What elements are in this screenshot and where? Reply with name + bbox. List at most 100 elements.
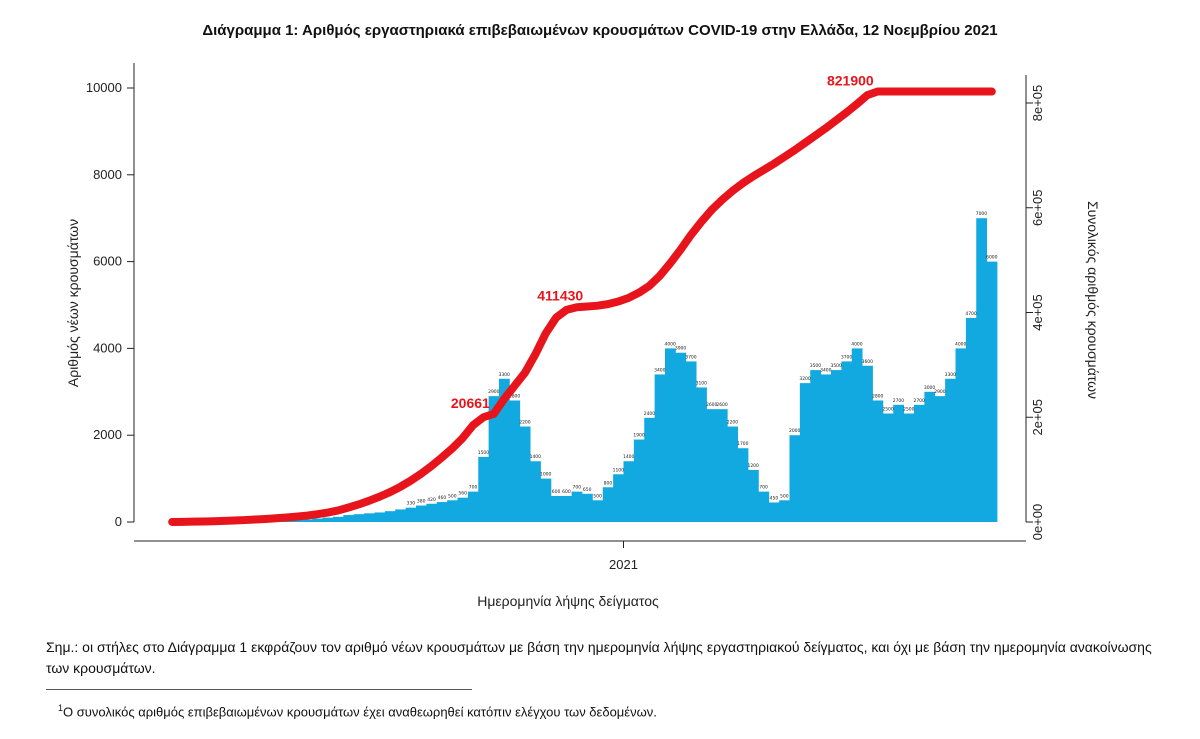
y-axis-title: Αριθμός νέων κρουσμάτων <box>65 219 81 387</box>
bar <box>934 396 946 522</box>
bar-value-label: 380 <box>417 499 426 505</box>
bar <box>841 361 853 522</box>
bar-value-label: 1100 <box>613 467 625 473</box>
bar-value-label: 2500 <box>903 407 915 413</box>
bar <box>333 516 344 522</box>
bar <box>644 417 656 522</box>
bar-value-label: 450 <box>770 495 779 501</box>
bar-value-label: 4000 <box>851 341 863 347</box>
bar <box>426 503 438 522</box>
bar <box>291 519 303 522</box>
bar-value-label: 700 <box>469 485 478 491</box>
left-tick-label: 4000 <box>93 340 122 355</box>
x-axis-title: Ημερομηνία λήψης δείγματος <box>477 593 659 609</box>
bar-value-label: 4700 <box>965 311 977 317</box>
bar <box>416 505 427 522</box>
left-tick-label: 0 <box>115 514 122 529</box>
bar-value-label: 1500 <box>478 450 490 456</box>
bar-value-label: 3500 <box>830 363 842 369</box>
footnote: 1Ο συνολικός αριθμός επιβεβαιωμένων κρου… <box>58 703 657 719</box>
bar <box>706 409 718 522</box>
bar-value-label: 2600 <box>716 402 728 408</box>
bar-value-label: 3400 <box>654 367 666 373</box>
bar <box>550 495 562 522</box>
bar-value-label: 2900 <box>488 389 500 395</box>
bar <box>727 426 739 522</box>
bar-value-label: 1900 <box>633 433 645 439</box>
bar <box>945 378 956 522</box>
right-tick-label: 6e+05 <box>1030 189 1045 226</box>
bar <box>384 511 396 522</box>
bar-value-label: 460 <box>438 495 447 501</box>
bar <box>810 370 822 522</box>
bar <box>716 409 728 522</box>
bar <box>914 404 925 522</box>
bar <box>976 218 988 522</box>
bar-value-label: 650 <box>583 487 592 493</box>
bar <box>986 261 998 522</box>
bar <box>509 400 521 522</box>
bar-value-label: 800 <box>604 480 613 486</box>
bar <box>789 435 801 522</box>
bar-value-label: 2200 <box>519 420 531 426</box>
bar-value-label: 700 <box>759 485 768 491</box>
bar <box>447 500 458 522</box>
bar-value-label: 3300 <box>945 372 957 378</box>
cumulative-annotations: 20661 411430 821900 <box>451 73 874 411</box>
bar-value-label: 3300 <box>498 372 510 378</box>
bar <box>301 519 313 522</box>
bar-value-label: 3000 <box>924 385 936 391</box>
bar <box>965 318 977 522</box>
bar <box>665 348 676 522</box>
bar-value-label: 3100 <box>696 380 708 386</box>
chart-title: Διάγραμμα 1: Αριθμός εργαστηριακά επιβεβ… <box>202 22 998 39</box>
bar <box>582 493 593 522</box>
bar-value-label: 1400 <box>530 454 542 460</box>
bar <box>831 370 842 522</box>
bar <box>924 391 936 522</box>
bar <box>955 348 967 522</box>
right-tick-label: 0e+00 <box>1030 504 1045 541</box>
bar <box>799 383 811 522</box>
bar <box>540 478 552 522</box>
bar-value-label: 500 <box>448 493 457 499</box>
right-tick-label: 2e+05 <box>1030 399 1045 436</box>
bar-value-label: 3400 <box>820 367 832 373</box>
bar <box>457 497 469 522</box>
bar <box>893 404 905 522</box>
y2-axis-title: Συνολικός αριθμός κρουσμάτων <box>1085 201 1101 399</box>
left-tick-label: 10000 <box>86 80 122 95</box>
bar <box>353 514 365 522</box>
bar-value-label: 330 <box>407 501 416 507</box>
left-tick-label: 2000 <box>93 427 122 442</box>
bar <box>779 500 790 522</box>
bar <box>561 495 573 522</box>
bar <box>488 396 500 522</box>
left-y-axis: 0 2000 4000 6000 8000 10000 <box>86 63 135 529</box>
bar <box>530 461 541 522</box>
bar <box>312 518 324 522</box>
bar <box>685 361 697 522</box>
bar <box>696 387 707 522</box>
bar <box>623 461 635 522</box>
left-tick-label: 8000 <box>93 167 122 182</box>
bar-value-label: 2900 <box>934 389 946 395</box>
bar-value-label: 4000 <box>955 341 967 347</box>
bar-value-label: 420 <box>427 497 436 503</box>
bar <box>322 517 334 522</box>
bar <box>737 448 749 522</box>
bar-value-label: 7000 <box>976 211 988 217</box>
bar <box>613 474 624 522</box>
note-text: Σημ.: οι στήλες στο Διάγραμμα 1 εκφράζου… <box>46 639 1152 676</box>
footnote-marker: 1 <box>58 703 64 713</box>
bar <box>499 378 510 522</box>
bar-value-label: 500 <box>780 493 789 499</box>
bar-value-label: 1000 <box>540 472 552 478</box>
cumulative-annotation: 411430 <box>537 288 583 304</box>
bar <box>467 491 479 522</box>
x-tick-label: 2021 <box>609 557 638 572</box>
bar <box>675 352 687 522</box>
right-tick-label: 8e+05 <box>1030 85 1045 122</box>
right-y-axis: 0e+00 2e+05 4e+05 6e+05 8e+05 <box>1025 75 1045 541</box>
bar-value-label: 4000 <box>664 341 676 347</box>
